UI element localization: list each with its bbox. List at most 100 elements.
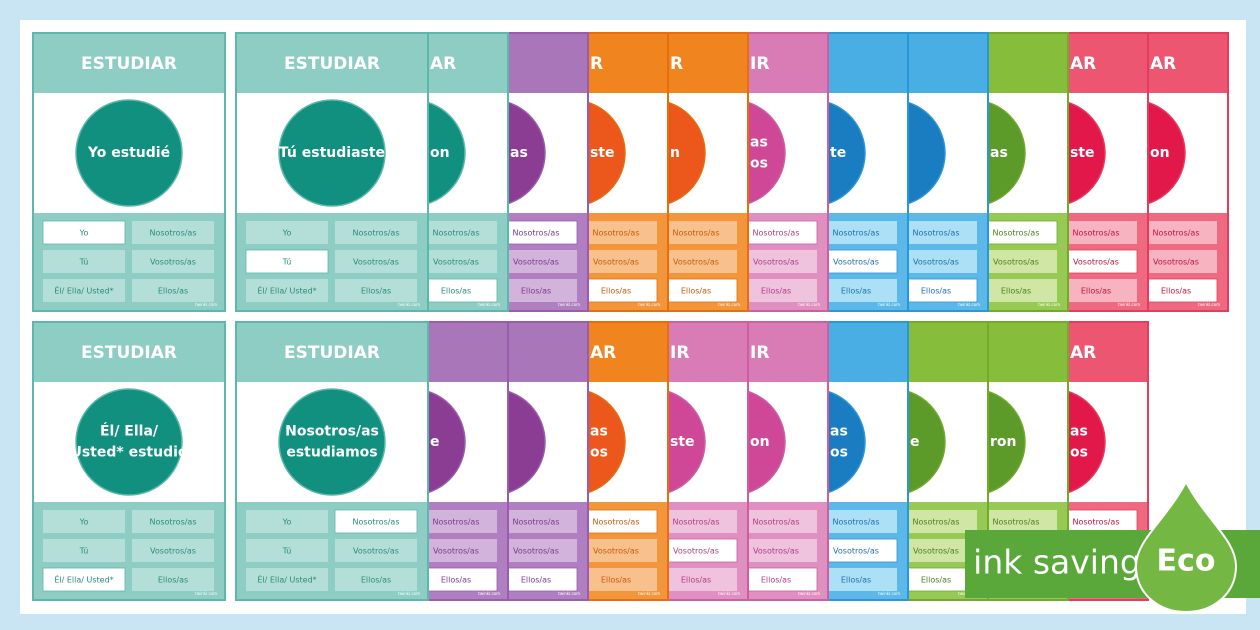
verb-form: on <box>750 434 770 450</box>
pronoun-label: Ellos/as <box>601 576 631 585</box>
pronoun-cell <box>1055 221 1137 244</box>
pronoun-cell <box>815 510 897 533</box>
pronoun-label: Vosotros/as <box>353 547 399 556</box>
pronoun-cell <box>335 279 417 302</box>
pronoun-cell <box>735 250 817 273</box>
pronoun-label: Vosotros/as <box>353 258 399 267</box>
pronoun-cell <box>495 510 577 533</box>
card-title: AR <box>1070 54 1096 74</box>
pronoun-cell <box>132 221 214 244</box>
footer-brand: twinkl.com <box>878 302 900 307</box>
pronoun-label: Nosotros/as <box>512 518 559 527</box>
pronoun-cell <box>575 250 657 273</box>
verb-form: e <box>910 434 920 450</box>
verb-form: as <box>830 424 848 440</box>
pronoun-label: Nosotros/as <box>1072 518 1119 527</box>
pronoun-cell <box>575 221 657 244</box>
pronoun-label: Vosotros/as <box>753 258 799 267</box>
pronoun-label: Nosotros/as <box>672 229 719 238</box>
card-title: R <box>590 54 603 74</box>
card-title: ESTUDIAR <box>284 343 380 363</box>
verb-form: ste <box>1070 145 1095 161</box>
footer-brand: twinkl.com <box>878 591 900 596</box>
pronoun-cell <box>335 568 417 591</box>
pronoun-label: Ellos/as <box>1001 287 1031 296</box>
footer-brand: twinkl.com <box>195 302 217 307</box>
verb-circle <box>278 388 386 496</box>
pronoun-label: Nosotros/as <box>432 229 479 238</box>
pronoun-label: Vosotros/as <box>593 547 639 556</box>
verb-form: as <box>1070 424 1088 440</box>
pronoun-cell <box>43 279 125 302</box>
pronoun-cell <box>43 510 125 533</box>
verb-form: n <box>670 145 680 161</box>
pronoun-cell <box>815 568 897 591</box>
verb-form: os <box>1070 445 1088 461</box>
pronoun-label: Nosotros/as <box>592 229 639 238</box>
verb-form: Usted* estudió <box>70 445 187 461</box>
card-header <box>34 34 224 93</box>
footer-brand: twinkl.com <box>798 302 820 307</box>
pronoun-label: Ellos/as <box>921 576 951 585</box>
pronoun-label: Nosotros/as <box>992 518 1039 527</box>
pronoun-label: Ellos/as <box>521 287 551 296</box>
pronoun-label: Tú <box>282 547 292 556</box>
pronoun-cell <box>132 279 214 302</box>
pronoun-label: Nosotros/as <box>149 229 196 238</box>
pronoun-label: Él/ Ella/ Usted* <box>54 285 113 296</box>
pronoun-label: Ellos/as <box>361 576 391 585</box>
pronoun-label: Ellos/as <box>921 287 951 296</box>
verb-form: ste <box>590 145 615 161</box>
flashcard: ESTUDIAR Tú estudiaste Yo Nosotros/as Tú Voso… <box>235 32 429 312</box>
pronoun-label: Ellos/as <box>1081 287 1111 296</box>
card-title: AR <box>1070 343 1096 363</box>
pronoun-cell <box>1135 221 1217 244</box>
pronoun-label: Nosotros/as <box>992 229 1039 238</box>
verb-form: as <box>590 424 608 440</box>
pronoun-label: Nosotros/as <box>832 518 879 527</box>
footer-brand: twinkl.com <box>718 302 740 307</box>
verb-form: os <box>830 445 848 461</box>
pronoun-cell <box>335 221 417 244</box>
pronoun-cell <box>655 250 737 273</box>
pronoun-cell <box>895 510 977 533</box>
footer-brand: twinkl.com <box>478 591 500 596</box>
pronoun-label: Nosotros/as <box>752 518 799 527</box>
pronoun-cell <box>815 279 897 302</box>
card-title: AR <box>1150 54 1176 74</box>
pronoun-cell <box>415 221 497 244</box>
pronoun-label: Nosotros/as <box>912 229 959 238</box>
pronoun-label: Ellos/as <box>841 287 871 296</box>
pronoun-cell <box>735 279 817 302</box>
footer-brand: twinkl.com <box>718 591 740 596</box>
pronoun-label: Yo <box>79 518 89 527</box>
pronoun-label: Vosotros/as <box>433 547 479 556</box>
footer-brand: twinkl.com <box>1038 302 1060 307</box>
pronoun-cell <box>43 250 125 273</box>
card-title: ESTUDIAR <box>81 54 177 74</box>
verb-form: ron <box>990 434 1017 450</box>
pronoun-cell <box>735 539 817 562</box>
card-title: ESTUDIAR <box>284 54 380 74</box>
pronoun-label: Nosotros/as <box>752 229 799 238</box>
pronoun-label: Nosotros/as <box>832 229 879 238</box>
pronoun-cell <box>246 568 328 591</box>
pronoun-cell <box>132 539 214 562</box>
pronoun-cell <box>655 568 737 591</box>
pronoun-label: Nosotros/as <box>149 518 196 527</box>
verb-form: as <box>510 145 528 161</box>
pronoun-cell <box>335 250 417 273</box>
footer-brand: twinkl.com <box>1198 302 1220 307</box>
pronoun-cell <box>132 568 214 591</box>
pronoun-label: Ellos/as <box>1161 287 1191 296</box>
pronoun-label: Él/ Ella/ Usted* <box>54 574 113 585</box>
pronoun-label: Nosotros/as <box>352 518 399 527</box>
pronoun-label: Nosotros/as <box>432 518 479 527</box>
pronoun-label: Vosotros/as <box>913 547 959 556</box>
pronoun-label: Vosotros/as <box>673 258 719 267</box>
pronoun-label: Nosotros/as <box>1152 229 1199 238</box>
pronoun-label: Vosotros/as <box>150 547 196 556</box>
pronoun-label: Nosotros/as <box>912 518 959 527</box>
pronoun-cell <box>575 568 657 591</box>
card-header <box>237 34 427 93</box>
